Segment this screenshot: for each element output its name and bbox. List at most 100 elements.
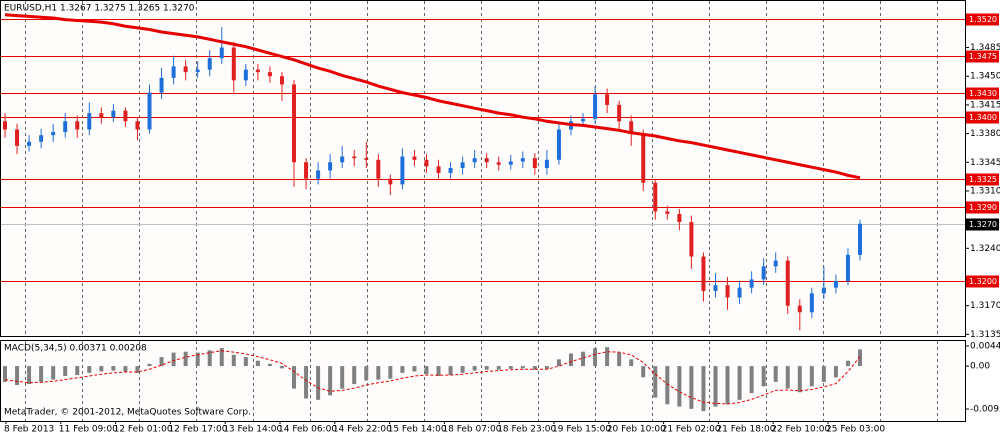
x-tick-label: 22 Feb 10:00 — [771, 425, 830, 434]
macd-bar — [593, 348, 598, 367]
macd-bar — [171, 352, 176, 367]
x-tick-label: 8 Feb 2013 — [4, 425, 54, 434]
x-tick-label: 20 Feb 10:00 — [607, 425, 666, 434]
candle-body — [292, 84, 297, 163]
candle-body — [111, 110, 116, 118]
macd-bar — [858, 349, 862, 367]
macd-bar — [400, 366, 405, 373]
candle-body — [653, 182, 658, 212]
macd-bar — [3, 366, 7, 382]
macd-bar — [641, 366, 646, 378]
macd-bar — [605, 347, 610, 367]
candle-body — [593, 94, 598, 119]
candle-body — [340, 156, 345, 163]
candle-body — [424, 159, 429, 167]
current-price-box — [966, 218, 999, 231]
candle-body — [520, 158, 525, 162]
macd-bar — [677, 366, 682, 407]
candle-body — [448, 168, 453, 173]
x-tick-label: 14 Feb 22:00 — [333, 425, 392, 434]
candle-body — [532, 158, 537, 168]
level-label-box — [966, 201, 999, 214]
level-label-box — [966, 87, 999, 100]
macd-bar — [243, 357, 248, 367]
current-price-label: 1.3270 — [969, 220, 997, 229]
candle-body — [99, 113, 104, 118]
macd-bar — [737, 366, 742, 400]
macd-bar — [809, 366, 814, 387]
x-tick-label: 21 Feb 02:00 — [662, 425, 721, 434]
candle-body — [400, 156, 405, 185]
candle-body — [15, 129, 20, 146]
moving-average — [4, 13, 861, 180]
candle-body — [629, 121, 634, 134]
macd-bar — [460, 366, 465, 373]
macd-bar — [63, 366, 68, 376]
candle-body — [508, 161, 513, 165]
macd-bar — [785, 366, 790, 389]
macd-bar — [448, 366, 453, 376]
y-tick-label: 1.3345 — [970, 158, 1000, 168]
watermark: MetaTrader, © 2001-2012, MetaQuotes Soft… — [4, 408, 251, 418]
y-tick-label: 1.3485 — [970, 43, 1000, 53]
macd-bar — [508, 366, 513, 369]
candle-body — [267, 72, 272, 77]
candle-body — [713, 285, 718, 291]
macd-bar — [123, 366, 128, 372]
macd-bar — [15, 366, 20, 385]
candle-body — [3, 121, 7, 130]
y-tick-label: 1.3135 — [970, 330, 1000, 340]
candle-body — [641, 133, 646, 183]
level-label: 1.3325 — [969, 175, 997, 184]
candle-body — [75, 121, 80, 130]
x-tick-label: 13 Feb 14:00 — [223, 425, 282, 434]
macd-bar — [219, 348, 224, 367]
candle-body — [496, 162, 501, 165]
candle-body — [195, 69, 200, 73]
macd-panel — [0, 340, 966, 422]
macd-bar — [183, 351, 188, 367]
candle-body — [761, 266, 766, 280]
macd-bar — [388, 366, 393, 379]
macd-bar — [87, 366, 92, 373]
candle-body — [328, 162, 333, 171]
candle-body — [63, 121, 68, 132]
candle-body — [51, 131, 56, 136]
y-tick-label: 0.00 — [970, 362, 990, 372]
candle-body — [677, 213, 682, 223]
candle-body — [845, 254, 850, 282]
macd-bar — [328, 366, 333, 396]
candle-body — [821, 287, 826, 294]
grid — [1, 1, 965, 421]
macd-bar — [556, 359, 561, 367]
macd-bar — [207, 350, 212, 367]
level-label: 1.3430 — [969, 89, 997, 98]
macd-bar — [304, 366, 309, 399]
macd-bar — [255, 360, 260, 367]
y-tick-label: 1.3310 — [970, 186, 1000, 196]
macd-bar — [689, 366, 694, 409]
macd-bar — [424, 366, 429, 375]
macd-bar — [159, 357, 164, 367]
macd-bar — [725, 366, 730, 405]
candle-body — [207, 58, 212, 70]
x-tick-label: 19 Feb 15:00 — [552, 425, 611, 434]
macd-bar — [821, 366, 826, 382]
macd-bar — [701, 366, 706, 412]
x-tick-label: 11 Feb 09:00 — [59, 425, 118, 434]
candle-body — [785, 260, 790, 306]
candle-body — [376, 159, 381, 179]
candle-body — [304, 162, 309, 179]
candle-body — [87, 113, 92, 130]
macd-bar — [195, 352, 200, 367]
macd-bar — [484, 366, 489, 370]
level-label: 1.3520 — [969, 15, 997, 24]
candle-body — [279, 76, 284, 85]
candle-body — [123, 110, 128, 122]
candle-body — [833, 281, 838, 288]
candle-body — [617, 104, 622, 122]
candle-body — [472, 158, 477, 163]
candle-body — [556, 129, 561, 160]
x-tick-label: 18 Feb 07:00 — [442, 425, 501, 434]
